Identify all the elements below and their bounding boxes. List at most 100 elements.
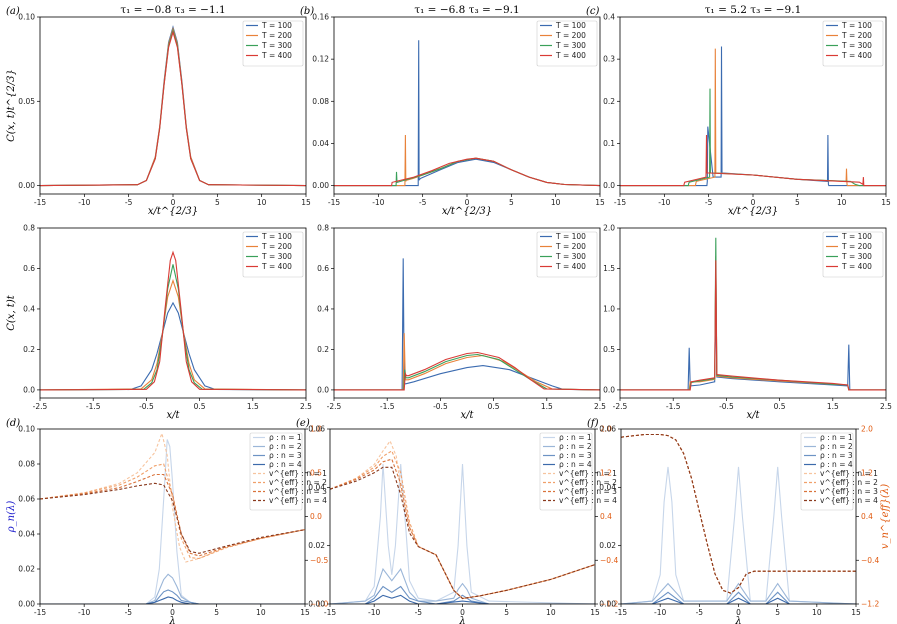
x-tick-label: 0.5	[194, 402, 206, 411]
series-line	[334, 157, 600, 187]
y-tick-label: 0.06	[18, 495, 35, 504]
legend-label: T = 200	[841, 242, 872, 251]
y-tick-label: 0.02	[18, 565, 35, 574]
x-tick-label: -10	[658, 198, 670, 207]
y-right-tick-label: 2.0	[600, 425, 612, 434]
legend-box	[800, 432, 854, 511]
y-right-tick-label: 2.0	[861, 425, 873, 434]
legend-box	[536, 20, 598, 67]
legend-label: v^{eff} : n = 1	[820, 469, 878, 478]
x-tick-label: 0	[460, 608, 465, 617]
x-tick-label: 1.5	[247, 402, 259, 411]
panel-f: -15 -10 -5 0 5 10 150.000.020.040.06−1.2−0.40.…	[587, 418, 891, 624]
legend-label: T = 100	[841, 21, 872, 30]
y-right-tick-label: −1.2	[600, 600, 618, 609]
series-line	[40, 278, 306, 391]
x-tick-label: 5	[504, 608, 509, 617]
x-tick-label: -10	[78, 198, 90, 207]
series-group	[40, 431, 305, 604]
y-tick-label: 0.12	[312, 55, 329, 64]
legend-label: T = 200	[261, 242, 292, 251]
x-axis-label: x/t^{2/3}	[728, 206, 778, 217]
y-tick-label: 0.02	[599, 541, 616, 550]
panel-b-top: -15 -10 -5 0 5 10 150.000.040.080.120.16x/t^{2…	[300, 4, 605, 217]
series-line	[334, 333, 600, 391]
series-line	[40, 250, 306, 391]
panel-title: τ₁ = −0.8 τ₃ = −1.1	[120, 4, 225, 16]
x-tick-label: 15	[851, 608, 861, 617]
x-tick-label: -15	[34, 198, 46, 207]
series-line	[40, 573, 305, 604]
panel-label: (e)	[296, 418, 310, 429]
y-right-tick-label: −0.5	[310, 556, 328, 565]
y-tick-label: 0.16	[312, 13, 329, 22]
panel-label: (c)	[586, 6, 600, 17]
x-tick-label: -15	[615, 608, 627, 617]
series-line	[330, 585, 595, 604]
x-tick-label: 0	[736, 608, 741, 617]
y-tick-label: 0.04	[308, 483, 325, 492]
y-tick-label: 0.04	[599, 483, 616, 492]
series-group	[334, 40, 600, 187]
legend-label: ρ : n = 4	[820, 460, 853, 469]
x-tick-label: 2.5	[594, 402, 606, 411]
series-group	[40, 250, 306, 391]
x-axis-label: x/t	[460, 410, 474, 421]
panel-b-mid: -2.5 -1.5 -0.5 0.5 1.5 2.5 0.0 0.2 0.4 0.6 0.8 x/t T…	[317, 224, 606, 422]
y-tick-label: 0.10	[18, 425, 35, 434]
y-tick-label: 1.5	[603, 264, 615, 273]
legend-label: T = 100	[261, 232, 292, 241]
y-tick-label: 0.2	[23, 345, 35, 354]
x-tick-label: 0	[751, 198, 756, 207]
y-tick-label: 0.4	[317, 304, 329, 313]
y-right-tick-label: −0.4	[600, 556, 618, 565]
plot-frame	[39, 227, 307, 399]
legend-label: T = 400	[261, 262, 292, 271]
series-group	[330, 439, 595, 604]
y-tick-label: 0.00	[18, 600, 35, 609]
legend-label: ρ : n = 4	[559, 460, 592, 469]
panel-label: (a)	[6, 6, 20, 17]
legend-label: v^{eff} : n = 2	[269, 478, 327, 487]
y-right-tick-label: −1.2	[861, 600, 879, 609]
x-tick-label: 5	[214, 608, 219, 617]
series-group	[621, 433, 856, 604]
series-group	[620, 46, 886, 187]
legend-box	[242, 20, 304, 67]
x-tick-label: -5	[125, 198, 133, 207]
legend-label: T = 400	[555, 51, 586, 60]
y-tick-label: 0.5	[603, 345, 615, 354]
x-tick-label: -0.5	[433, 402, 448, 411]
legend-box	[822, 231, 884, 278]
x-tick-label: -2.5	[33, 402, 48, 411]
series-line	[330, 463, 595, 604]
series-line	[40, 596, 305, 604]
legend-label: v^{eff} : n = 1	[269, 469, 327, 478]
x-tick-label: 0	[171, 198, 176, 207]
x-tick-label: 10	[546, 608, 556, 617]
y-tick-label: 0.08	[312, 97, 329, 106]
y-tick-label: 0.0	[603, 181, 615, 190]
x-tick-label: 5	[795, 198, 800, 207]
panel-label: (f)	[587, 418, 599, 429]
x-tick-label: 0.5	[774, 402, 786, 411]
legend-label: T = 100	[261, 21, 292, 30]
y-tick-label: 0.06	[599, 425, 616, 434]
series-line	[40, 264, 306, 391]
y-tick-label: 0.2	[603, 97, 615, 106]
series-line	[330, 594, 595, 604]
legend-label: v^{eff} : n = 4	[269, 496, 327, 505]
x-tick-label: 10	[837, 198, 847, 207]
legend-box	[822, 20, 884, 67]
y-tick-label: 0.0	[317, 385, 329, 394]
legend-box	[539, 432, 593, 511]
y-tick-label: 0.04	[18, 530, 35, 539]
series-line	[40, 589, 305, 604]
x-tick-label: -5	[419, 198, 427, 207]
series-line	[620, 46, 886, 187]
series-line	[334, 353, 600, 391]
y-axis-label: C(x, t)t	[6, 294, 17, 330]
panel-a-mid: -2.5 -1.5 -0.5 0.5 1.5 2.5 0.0 0.2 0.4 0.6 0.8 x/t C…	[6, 224, 312, 422]
x-tick-label: -0.5	[139, 402, 154, 411]
legend: ρ : n = 1ρ : n = 2ρ : n = 3ρ : n = 4v^{e…	[800, 432, 878, 511]
